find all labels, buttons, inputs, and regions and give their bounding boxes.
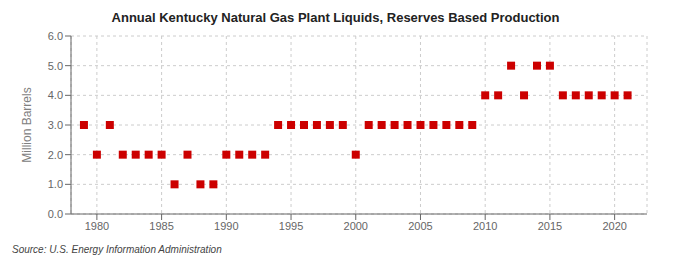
svg-text:2015: 2015 [538,220,562,232]
svg-text:2020: 2020 [602,220,626,232]
svg-text:4.0: 4.0 [48,89,63,101]
svg-text:2005: 2005 [408,220,432,232]
html-text:Source: U.S. Energy Informatio: Source: U.S. Energy Information Administ… [12,244,222,255]
svg-text:1995: 1995 [279,220,303,232]
svg-text:3.0: 3.0 [48,119,63,131]
svg-text:0.0: 0.0 [48,208,63,220]
svg-text:6.0: 6.0 [48,30,63,42]
svg-text:1980: 1980 [85,220,109,232]
svg-text:2010: 2010 [473,220,497,232]
svg-text:1985: 1985 [149,220,173,232]
svg-text:2000: 2000 [344,220,368,232]
svg-text:2.0: 2.0 [48,149,63,161]
svg-text:1.0: 1.0 [48,178,63,190]
svg-text:Million Barrels: Million Barrels [20,87,34,162]
svg-text:5.0: 5.0 [48,60,63,72]
html-text:Annual Kentucky Natural Gas Pl: Annual Kentucky Natural Gas Plant Liquid… [111,10,560,25]
svg-text:1990: 1990 [214,220,238,232]
